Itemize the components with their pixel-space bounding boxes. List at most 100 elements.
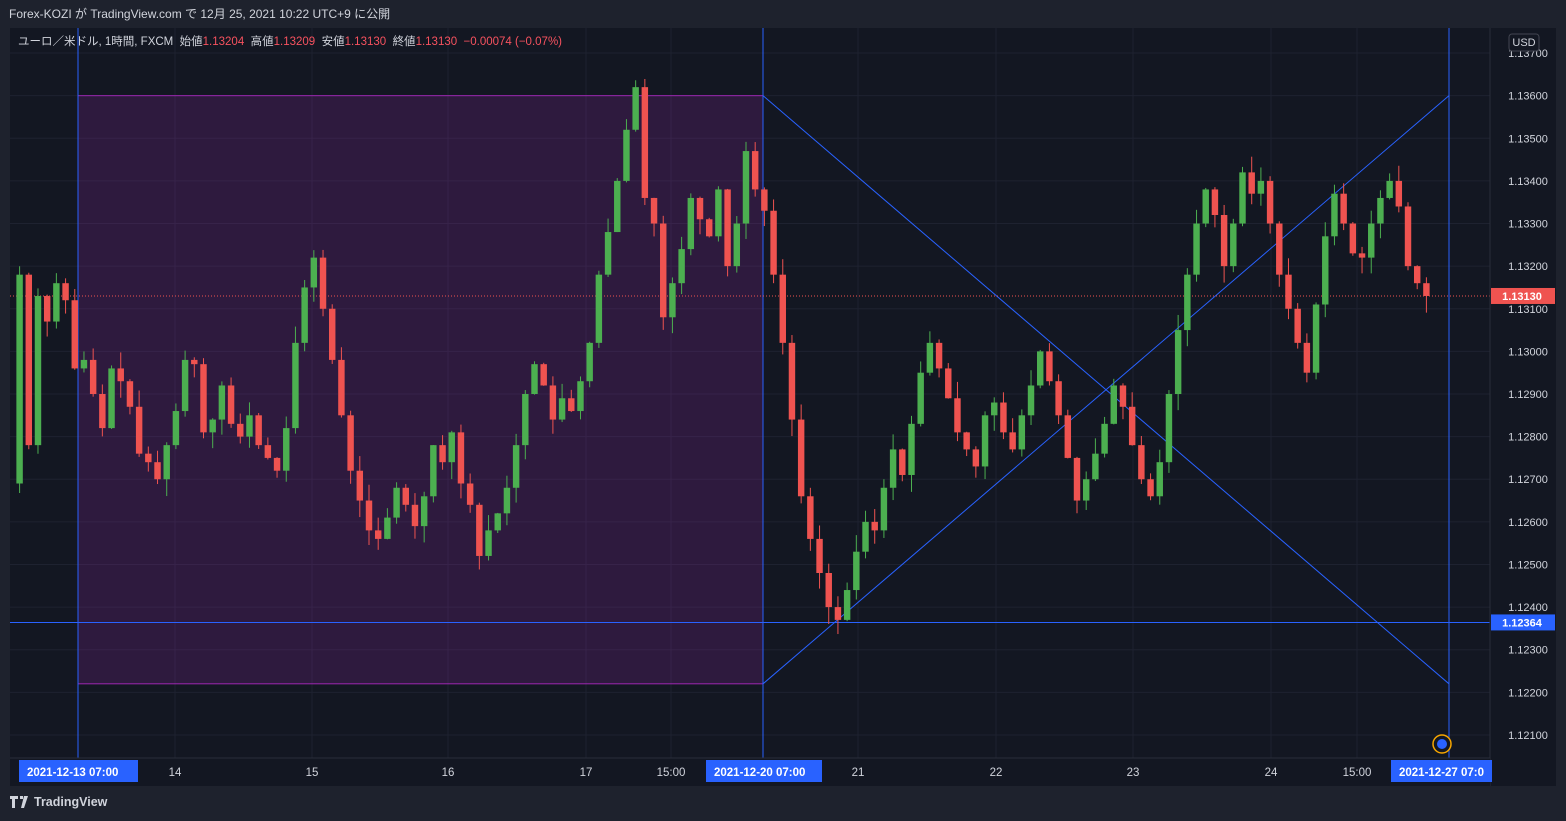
candle-body [1174, 330, 1182, 394]
candle-body [963, 432, 970, 450]
price-tick-label: 1.13300 [1508, 219, 1548, 231]
time-tick-label: 23 [1127, 767, 1140, 779]
candle-body [301, 287, 308, 343]
time-tick-label: 17 [580, 767, 593, 779]
candle-body [843, 590, 851, 620]
footer-bar [0, 786, 1566, 821]
candle-body [549, 385, 557, 420]
time-tick-label: 15 [306, 767, 319, 779]
candle-body [227, 385, 235, 424]
candle-body [623, 129, 630, 181]
time-tick-label: 16 [442, 767, 455, 779]
candle-body [108, 368, 115, 429]
candle-body [347, 415, 354, 471]
price-tick-label: 1.12900 [1508, 389, 1548, 401]
candle-body [678, 249, 685, 284]
candle-body [402, 487, 409, 505]
tradingview-logo[interactable]: TradingView [10, 795, 107, 809]
candle-body [485, 530, 492, 556]
candle-body [908, 423, 915, 475]
candle-body [163, 445, 170, 480]
candle-body [586, 342, 593, 382]
price-tick-label: 1.12500 [1508, 559, 1548, 571]
time-highlight-label: 2021-12-27 07:0 [1399, 767, 1484, 779]
publish-header: Forex-KOZI が TradingView.com で 12月 25, 2… [0, 0, 1566, 28]
chart-area[interactable]: 1.13700 1.13600 1.13500 1.13400 1.13300 1.132… [10, 28, 1556, 786]
candle-body [237, 423, 244, 437]
candle-body [16, 274, 23, 484]
candle-body [1082, 479, 1090, 501]
candle-body [34, 295, 42, 446]
candle-body [411, 504, 419, 527]
candle-body [660, 223, 667, 318]
time-tick-label: 22 [990, 767, 1003, 779]
candle-body [1073, 457, 1081, 501]
candle-body [779, 274, 786, 343]
candle-body [531, 364, 538, 394]
legend-low-label: 安値 [321, 36, 345, 48]
time-highlight-label: 2021-12-20 07:00 [714, 767, 805, 779]
candle-body [1092, 453, 1099, 480]
candle-body [991, 402, 998, 416]
candle-body [632, 87, 639, 130]
candle-body [917, 372, 924, 424]
candle-body [1413, 266, 1421, 284]
candle-body [945, 368, 952, 399]
candle-body [1101, 423, 1108, 454]
candle-body [80, 359, 88, 369]
candle-body [1303, 342, 1311, 373]
candle-body [365, 500, 373, 531]
legend-close: 1.13130 [415, 36, 458, 48]
tradingview-logo-icon [10, 796, 28, 808]
candle-body [724, 189, 731, 267]
candle-body [1404, 206, 1412, 267]
candle-body [246, 415, 253, 437]
candle-body [209, 419, 216, 433]
price-tick-label: 1.13500 [1508, 133, 1548, 145]
price-tick-label: 1.12300 [1508, 645, 1548, 657]
candle-body [788, 342, 796, 420]
price-axis[interactable] [1490, 28, 1556, 786]
candle-body [972, 449, 980, 467]
candle-body [1211, 189, 1219, 215]
candle-body [705, 219, 713, 237]
footer-brand: TradingView [34, 795, 108, 809]
currency-button[interactable] [1508, 33, 1540, 52]
candle-body [522, 394, 529, 446]
candle-body [1395, 180, 1403, 207]
candle-body [650, 197, 658, 224]
candle-body [457, 432, 465, 484]
candle-body [99, 394, 106, 429]
candle-body [172, 411, 180, 446]
event-icon-center [1437, 739, 1447, 749]
candle-body [117, 368, 124, 382]
price-tick-label: 1.13100 [1508, 304, 1548, 316]
candle-body [687, 197, 695, 250]
price-tick-label: 1.12100 [1508, 730, 1548, 742]
price-tick-label: 1.12200 [1508, 687, 1548, 699]
candle-body [1285, 274, 1292, 309]
candle-body [1128, 406, 1136, 446]
currency-label: USD [1512, 37, 1535, 49]
legend-open: 1.13204 [202, 36, 245, 48]
candle-body [384, 517, 391, 539]
candle-body [1184, 274, 1191, 331]
legend-high-label: 高値 [250, 36, 274, 48]
candle-body [1386, 180, 1393, 198]
price-chart[interactable]: 1.137001.136001.135001.134001.133001.132… [10, 28, 1556, 786]
candle-body [715, 189, 722, 237]
candle-body [374, 530, 382, 539]
header-title: Forex-KOZI が TradingView.com で 12月 25, 2… [9, 7, 391, 21]
date-range-rectangle[interactable] [77, 95, 764, 685]
candle-body [751, 151, 759, 190]
candle-body [476, 504, 483, 556]
candle-body [264, 445, 272, 458]
candle-body [338, 359, 345, 416]
candle-body [494, 513, 501, 531]
candle-body [1312, 304, 1320, 373]
candle-body [181, 359, 189, 412]
candle-body [89, 359, 97, 394]
legend-open-label: 始値 [179, 36, 203, 48]
candle-body [797, 419, 805, 497]
candle-body [834, 607, 842, 620]
